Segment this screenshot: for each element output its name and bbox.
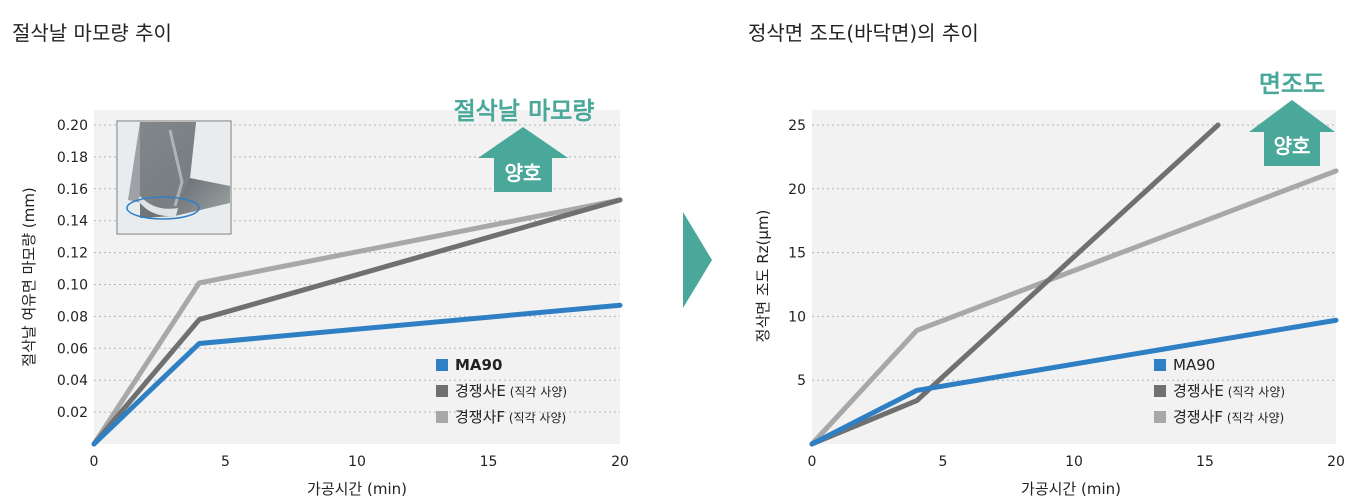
wear-y-tick-label: 0.14 — [57, 214, 88, 230]
roughness-up-arrow-icon — [1249, 100, 1335, 166]
roughness-x-tick-label: 0 — [808, 454, 817, 470]
wear-y-tick-label: 0.10 — [57, 278, 88, 294]
roughness-legend-note: (직각 사양) — [1223, 411, 1284, 425]
roughness-y-tick-label: 15 — [788, 246, 806, 262]
wear-legend-label: 경쟁사F (직각 사양) — [455, 408, 566, 426]
roughness-series-line-0 — [809, 317, 1339, 447]
cutting-edge-photo — [116, 120, 232, 235]
wear-legend-note: (직각 사양) — [506, 385, 567, 399]
wear-legend: MA90 경쟁사E (직각 사양) 경쟁사F (직각 사양) — [436, 356, 567, 426]
roughness-good-annotation: 면조도 양호 — [1249, 70, 1335, 166]
wear-x-tick-label: 10 — [348, 454, 366, 470]
next-chart-arrow-icon — [683, 212, 712, 308]
wear-chart-title: 절삭날 마모량 추이 — [12, 21, 172, 45]
roughness-legend-note: (직각 사양) — [1224, 385, 1285, 399]
wear-legend-swatch — [436, 359, 448, 371]
wear-chart: 절삭날 마모량 추이 0.020.040.060.080.100.120.140… — [12, 21, 629, 498]
roughness-legend: MA90 경쟁사E (직각 사양) 경쟁사F (직각 사양) — [1154, 356, 1285, 426]
wear-y-axis-label: 절삭날 여유면 마모량 (mm) — [20, 187, 38, 366]
wear-x-tick-label: 0 — [90, 454, 99, 470]
roughness-x-tick-label: 20 — [1327, 454, 1345, 470]
wear-y-tick-label: 0.20 — [57, 118, 88, 134]
wear-up-arrow-icon — [478, 127, 568, 192]
roughness-plot-background — [812, 110, 1336, 444]
roughness-annotation-label: 면조도 — [1259, 70, 1325, 98]
roughness-chart: 정삭면 조도(바닥면)의 추이 5 10 15 20 25 0 5 10 15 20 가공시간 … — [748, 21, 1345, 498]
wear-x-axis-label: 가공시간 (min) — [307, 480, 407, 498]
wear-y-tick-label: 0.08 — [57, 309, 88, 325]
roughness-legend-label: 경쟁사E (직각 사양) — [1173, 382, 1285, 400]
wear-arrow-text: 양호 — [505, 161, 542, 185]
wear-legend-swatch — [436, 385, 448, 397]
wear-legend-label: MA90 — [455, 356, 502, 374]
wear-y-tick-label: 0.18 — [57, 150, 88, 166]
wear-x-tick-label: 15 — [480, 454, 498, 470]
wear-annotation-label: 절삭날 마모량 — [454, 97, 595, 125]
roughness-legend-swatch — [1154, 385, 1166, 397]
wear-series-lines — [91, 197, 623, 447]
roughness-legend-swatch — [1154, 359, 1166, 371]
roughness-x-tick-label: 15 — [1196, 454, 1214, 470]
wear-y-tick-label: 0.02 — [57, 405, 88, 421]
roughness-arrow-text: 양호 — [1274, 134, 1311, 158]
wear-series-line-0 — [91, 302, 623, 447]
roughness-y-tick-label: 20 — [788, 182, 806, 198]
wear-y-tick-label: 0.12 — [57, 246, 88, 262]
wear-x-tick-label: 5 — [221, 454, 230, 470]
wear-series-line-1 — [91, 197, 623, 447]
wear-x-tick-labels: 0 5 10 15 20 — [90, 454, 629, 470]
wear-y-tick-label: 0.16 — [57, 182, 88, 198]
wear-y-tick-label: 0.06 — [57, 341, 88, 357]
wear-legend-note: (직각 사양) — [505, 411, 566, 425]
roughness-y-tick-labels: 5 10 15 20 25 — [788, 118, 806, 389]
wear-series-line-2 — [91, 197, 623, 447]
wear-good-annotation: 절삭날 마모량 양호 — [454, 97, 595, 192]
roughness-y-tick-label: 25 — [788, 118, 806, 134]
roughness-series-lines — [809, 122, 1339, 447]
roughness-x-tick-label: 5 — [939, 454, 948, 470]
roughness-legend-label: MA90 — [1173, 356, 1215, 374]
wear-legend-swatch — [436, 411, 448, 423]
roughness-y-tick-label: 5 — [797, 373, 806, 389]
roughness-y-tick-label: 10 — [788, 309, 806, 325]
wear-x-tick-label: 20 — [611, 454, 629, 470]
roughness-series-line-2 — [809, 168, 1339, 447]
roughness-legend-label: 경쟁사F (직각 사양) — [1173, 408, 1284, 426]
roughness-x-tick-labels: 0 5 10 15 20 — [808, 454, 1345, 470]
wear-legend-label: 경쟁사E (직각 사양) — [455, 382, 567, 400]
wear-y-tick-labels: 0.02 0.04 0.06 0.08 0.10 0.12 0.14 0.16 0.18 0.20 — [57, 118, 88, 421]
roughness-x-tick-label: 10 — [1065, 454, 1083, 470]
wear-y-tick-label: 0.04 — [57, 373, 88, 389]
roughness-chart-title: 정삭면 조도(바닥면)의 추이 — [748, 21, 979, 45]
roughness-legend-swatch — [1154, 411, 1166, 423]
roughness-series-line-1 — [809, 122, 1221, 447]
roughness-gridlines — [812, 124, 1336, 381]
roughness-x-axis-label: 가공시간 (min) — [1021, 480, 1121, 498]
roughness-y-axis-label: 정삭면 조도 Rz(µm) — [754, 210, 772, 343]
